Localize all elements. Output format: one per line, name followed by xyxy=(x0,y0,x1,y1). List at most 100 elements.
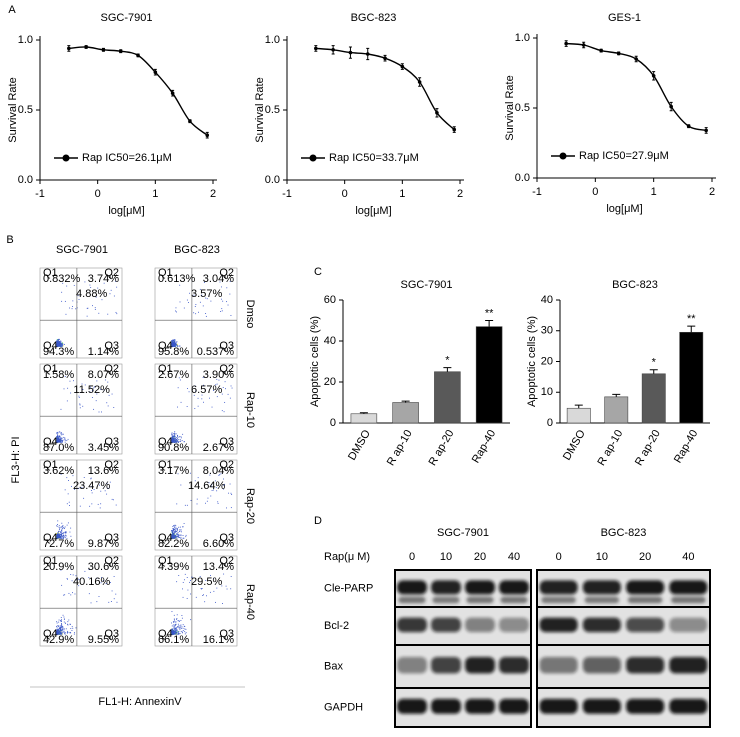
event-dot xyxy=(186,577,188,578)
legend-label: Rap IC50=26.1μM xyxy=(82,152,172,164)
event-dot xyxy=(171,537,173,539)
event-dot xyxy=(174,528,176,530)
event-dot xyxy=(175,629,177,631)
event-dot xyxy=(213,489,215,491)
event-dot xyxy=(66,632,68,634)
event-dot xyxy=(226,301,228,303)
quadrant-value: 3.74% xyxy=(88,273,119,285)
event-dot xyxy=(62,627,64,629)
event-dot xyxy=(187,589,189,591)
event-dot xyxy=(61,533,62,535)
event-dot xyxy=(173,633,174,635)
event-dot xyxy=(171,439,172,441)
event-dot xyxy=(83,485,85,487)
quadrant-name: Q4 xyxy=(158,532,173,544)
quadrant-name: Q3 xyxy=(219,436,234,448)
event-dot xyxy=(65,531,67,533)
event-dot xyxy=(67,493,69,495)
event-dot xyxy=(63,616,65,618)
event-dot xyxy=(211,490,213,491)
event-dot xyxy=(56,341,58,343)
event-dot xyxy=(59,536,61,538)
event-dot xyxy=(57,533,59,535)
event-dot xyxy=(113,598,115,600)
event-dot xyxy=(57,632,59,634)
event-dot xyxy=(56,339,58,341)
event-dot xyxy=(171,433,173,435)
event-dot xyxy=(69,531,71,533)
y-axis-label: Survival Rate xyxy=(254,77,266,142)
event-dot xyxy=(210,485,212,487)
event-dot xyxy=(100,388,101,390)
quadrant-value: 16.1% xyxy=(203,634,234,646)
event-dot xyxy=(56,626,57,628)
event-dot xyxy=(171,438,173,440)
event-dot xyxy=(181,626,183,628)
event-dot xyxy=(57,438,58,440)
protein-label: GAPDH xyxy=(324,701,363,713)
event-dot xyxy=(64,632,65,634)
event-dot xyxy=(96,601,98,603)
quadrant-name: Q3 xyxy=(104,340,119,352)
event-dot xyxy=(56,436,58,438)
event-dot xyxy=(58,525,60,527)
event-dot xyxy=(103,389,105,391)
event-dot xyxy=(177,441,179,443)
event-dot xyxy=(63,536,65,538)
event-dot xyxy=(207,497,209,499)
event-dot xyxy=(60,633,62,635)
event-dot xyxy=(173,433,175,435)
apoptosis-rate: 3.57% xyxy=(191,288,222,300)
event-dot xyxy=(172,530,174,532)
event-dot xyxy=(172,629,174,631)
event-dot xyxy=(171,530,172,531)
event-dot xyxy=(106,402,108,404)
event-dot xyxy=(67,522,69,524)
event-dot xyxy=(221,308,223,310)
blot-band xyxy=(397,698,427,714)
event-dot xyxy=(57,344,59,346)
event-dot xyxy=(70,574,72,575)
event-dot xyxy=(59,439,61,441)
event-dot xyxy=(82,405,84,407)
event-dot xyxy=(176,437,178,439)
event-dot xyxy=(171,440,173,442)
event-dot xyxy=(177,345,179,347)
event-dot xyxy=(61,530,63,532)
event-dot xyxy=(179,627,180,629)
event-dot xyxy=(64,526,66,528)
event-dot xyxy=(187,302,189,303)
event-dot xyxy=(71,626,73,628)
event-dot xyxy=(60,626,62,628)
event-dot xyxy=(65,532,67,534)
event-dot xyxy=(223,411,225,413)
event-dot xyxy=(60,438,62,439)
event-dot xyxy=(103,282,105,284)
column-header: SGC-7901 xyxy=(56,244,108,256)
event-dot xyxy=(61,441,63,443)
event-dot xyxy=(228,492,230,494)
event-dot xyxy=(73,284,75,286)
blot-band xyxy=(582,698,621,714)
event-dot xyxy=(172,537,174,539)
event-dot xyxy=(81,383,83,385)
event-dot xyxy=(62,533,64,534)
error-bar xyxy=(401,400,410,403)
event-dot xyxy=(210,300,212,302)
event-dot xyxy=(206,500,208,502)
event-dot xyxy=(174,633,176,635)
event-dot xyxy=(61,532,63,534)
data-point xyxy=(153,70,158,74)
event-dot xyxy=(179,440,181,442)
event-dot xyxy=(177,626,179,628)
event-dot xyxy=(65,531,67,533)
event-dot xyxy=(174,629,176,631)
dose-value: 0 xyxy=(556,551,562,563)
event-dot xyxy=(90,486,92,487)
event-dot xyxy=(216,378,218,380)
event-dot xyxy=(107,313,109,315)
event-dot xyxy=(180,529,182,531)
event-dot xyxy=(221,410,223,412)
blot-band xyxy=(431,617,461,633)
